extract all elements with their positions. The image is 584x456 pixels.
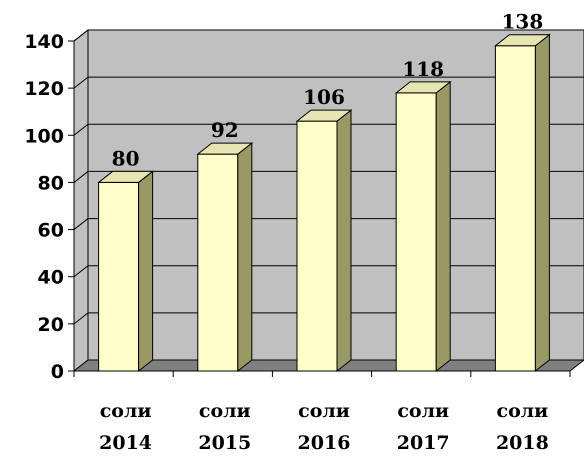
y-tick-label: 100 [24, 125, 64, 147]
bar-front [296, 120, 338, 372]
y-tick-label: 20 [38, 314, 64, 336]
data-label: 92 [211, 118, 239, 142]
bar-top [295, 109, 353, 122]
gridline-side [73, 76, 89, 89]
y-tick-label: 0 [51, 361, 64, 383]
bar-top [196, 142, 254, 155]
y-tick-label: 40 [38, 267, 64, 289]
x-tick-label: соли [199, 400, 251, 422]
y-tick-label: 80 [38, 172, 64, 194]
bar-side [237, 142, 253, 373]
x-tick-label-year: 2016 [298, 432, 351, 454]
y-tick-label: 60 [38, 220, 64, 242]
bar-side [534, 33, 550, 373]
x-tick-label: соли [298, 400, 350, 422]
gridline-side [73, 265, 89, 278]
x-tick-label-year: 2015 [198, 432, 251, 454]
data-label: 80 [112, 146, 140, 170]
bar [295, 109, 353, 373]
bar [97, 170, 155, 373]
x-tick-label: соли [100, 400, 152, 422]
bar [493, 33, 551, 373]
bar-side [336, 109, 352, 373]
x-tick-label: соли [497, 400, 549, 422]
data-label: 106 [303, 85, 345, 109]
bar-side [138, 170, 154, 373]
y-tick-label: 140 [24, 31, 64, 53]
side-wall [73, 28, 89, 373]
x-tick-label: соли [397, 400, 449, 422]
gridline-side [73, 171, 89, 183]
gridline-side [73, 218, 89, 230]
bar-top [394, 81, 452, 94]
bar-front [395, 92, 437, 372]
gridline-side [73, 29, 89, 42]
data-label: 118 [402, 57, 444, 81]
bar-front [494, 45, 536, 372]
gridline-side [73, 312, 89, 325]
bar [394, 80, 452, 373]
bar-side [435, 80, 451, 373]
bar [196, 142, 254, 373]
bar-front [197, 153, 239, 372]
bar-front [98, 181, 140, 372]
data-label: 138 [502, 10, 544, 34]
gridline-side [73, 123, 89, 136]
x-tick-label-year: 2017 [397, 432, 450, 454]
x-tick-label-year: 2018 [496, 432, 549, 454]
bar-top [97, 170, 155, 183]
x-tick-label-year: 2014 [99, 432, 152, 454]
bar-top [493, 34, 551, 47]
y-tick-label: 120 [24, 78, 64, 100]
